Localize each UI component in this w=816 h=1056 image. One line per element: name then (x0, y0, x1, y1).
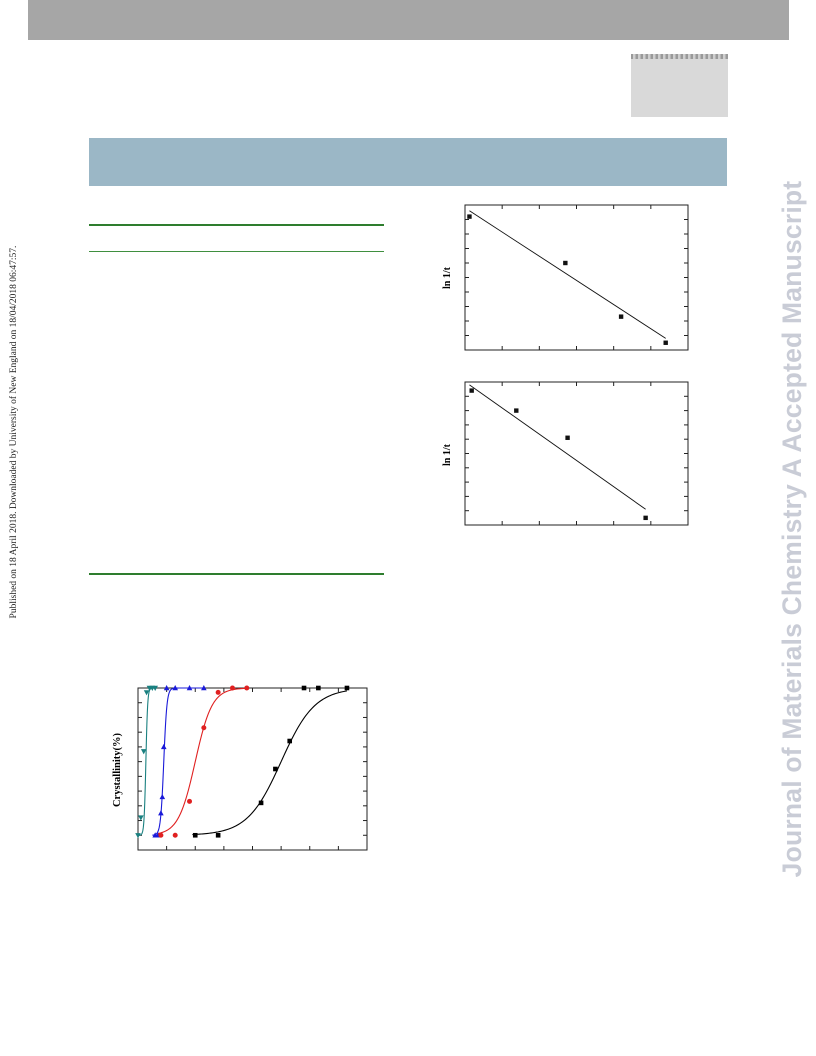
published-notice: Published on 18 April 2018. Downloaded b… (7, 162, 21, 702)
data-point (643, 516, 647, 520)
data-point-square (216, 833, 221, 838)
fit-curve (158, 688, 247, 833)
data-point (563, 261, 567, 265)
data-point (467, 214, 471, 218)
data-point (664, 341, 668, 345)
axis-ticks (465, 205, 688, 350)
journal-header-bar (28, 0, 789, 40)
plot-frame (465, 205, 688, 350)
data-point-circle (187, 799, 192, 804)
y-axis-label: Crystallinity(%) (112, 732, 123, 807)
axis-ticks (465, 382, 688, 525)
fit-line (469, 385, 645, 509)
data-point-triangle-down (138, 815, 144, 820)
chart-ln-inverse-time-lower: ln 1/t (420, 375, 700, 535)
data-point-square (287, 739, 292, 744)
chart-ln-inverse-time-upper: ln 1/t (420, 195, 700, 360)
data-point-square (259, 801, 264, 806)
chart-crystallinity: Crystallinity(%) (100, 680, 380, 860)
data-point-triangle-up (158, 810, 164, 815)
data-point (619, 314, 623, 318)
journal-logo-placeholder (631, 54, 728, 117)
data-point-square (193, 833, 198, 838)
data-point (565, 436, 569, 440)
chart-marks (135, 685, 349, 838)
data-point-circle (216, 690, 221, 695)
fit-line (469, 211, 665, 339)
data-point-circle (201, 725, 206, 730)
chart-marks (467, 211, 668, 345)
data-point-square (316, 686, 321, 691)
data-point-square (273, 767, 278, 772)
fit-curve (192, 691, 347, 835)
data-point-triangle-up (161, 744, 167, 749)
y-axis-label: ln 1/t (442, 443, 453, 466)
data-point-square (345, 686, 350, 691)
data-point-circle (158, 833, 163, 838)
table-header-rule (89, 251, 384, 252)
data-point (469, 388, 473, 392)
plot-frame (465, 382, 688, 525)
data-point-circle (173, 833, 178, 838)
table-top-rule (89, 224, 384, 226)
data-point (514, 408, 518, 412)
title-band (89, 138, 727, 186)
data-point-square (302, 686, 307, 691)
chart-marks (469, 385, 647, 520)
data-point-circle (230, 686, 235, 691)
data-point-circle (244, 686, 249, 691)
table-bottom-rule (89, 573, 384, 575)
accepted-manuscript-watermark: Journal of Materials Chemistry A Accepte… (773, 179, 811, 879)
logo-pattern-strip (631, 54, 728, 59)
y-axis-label: ln 1/t (442, 266, 453, 289)
data-point-triangle-up (160, 794, 166, 799)
